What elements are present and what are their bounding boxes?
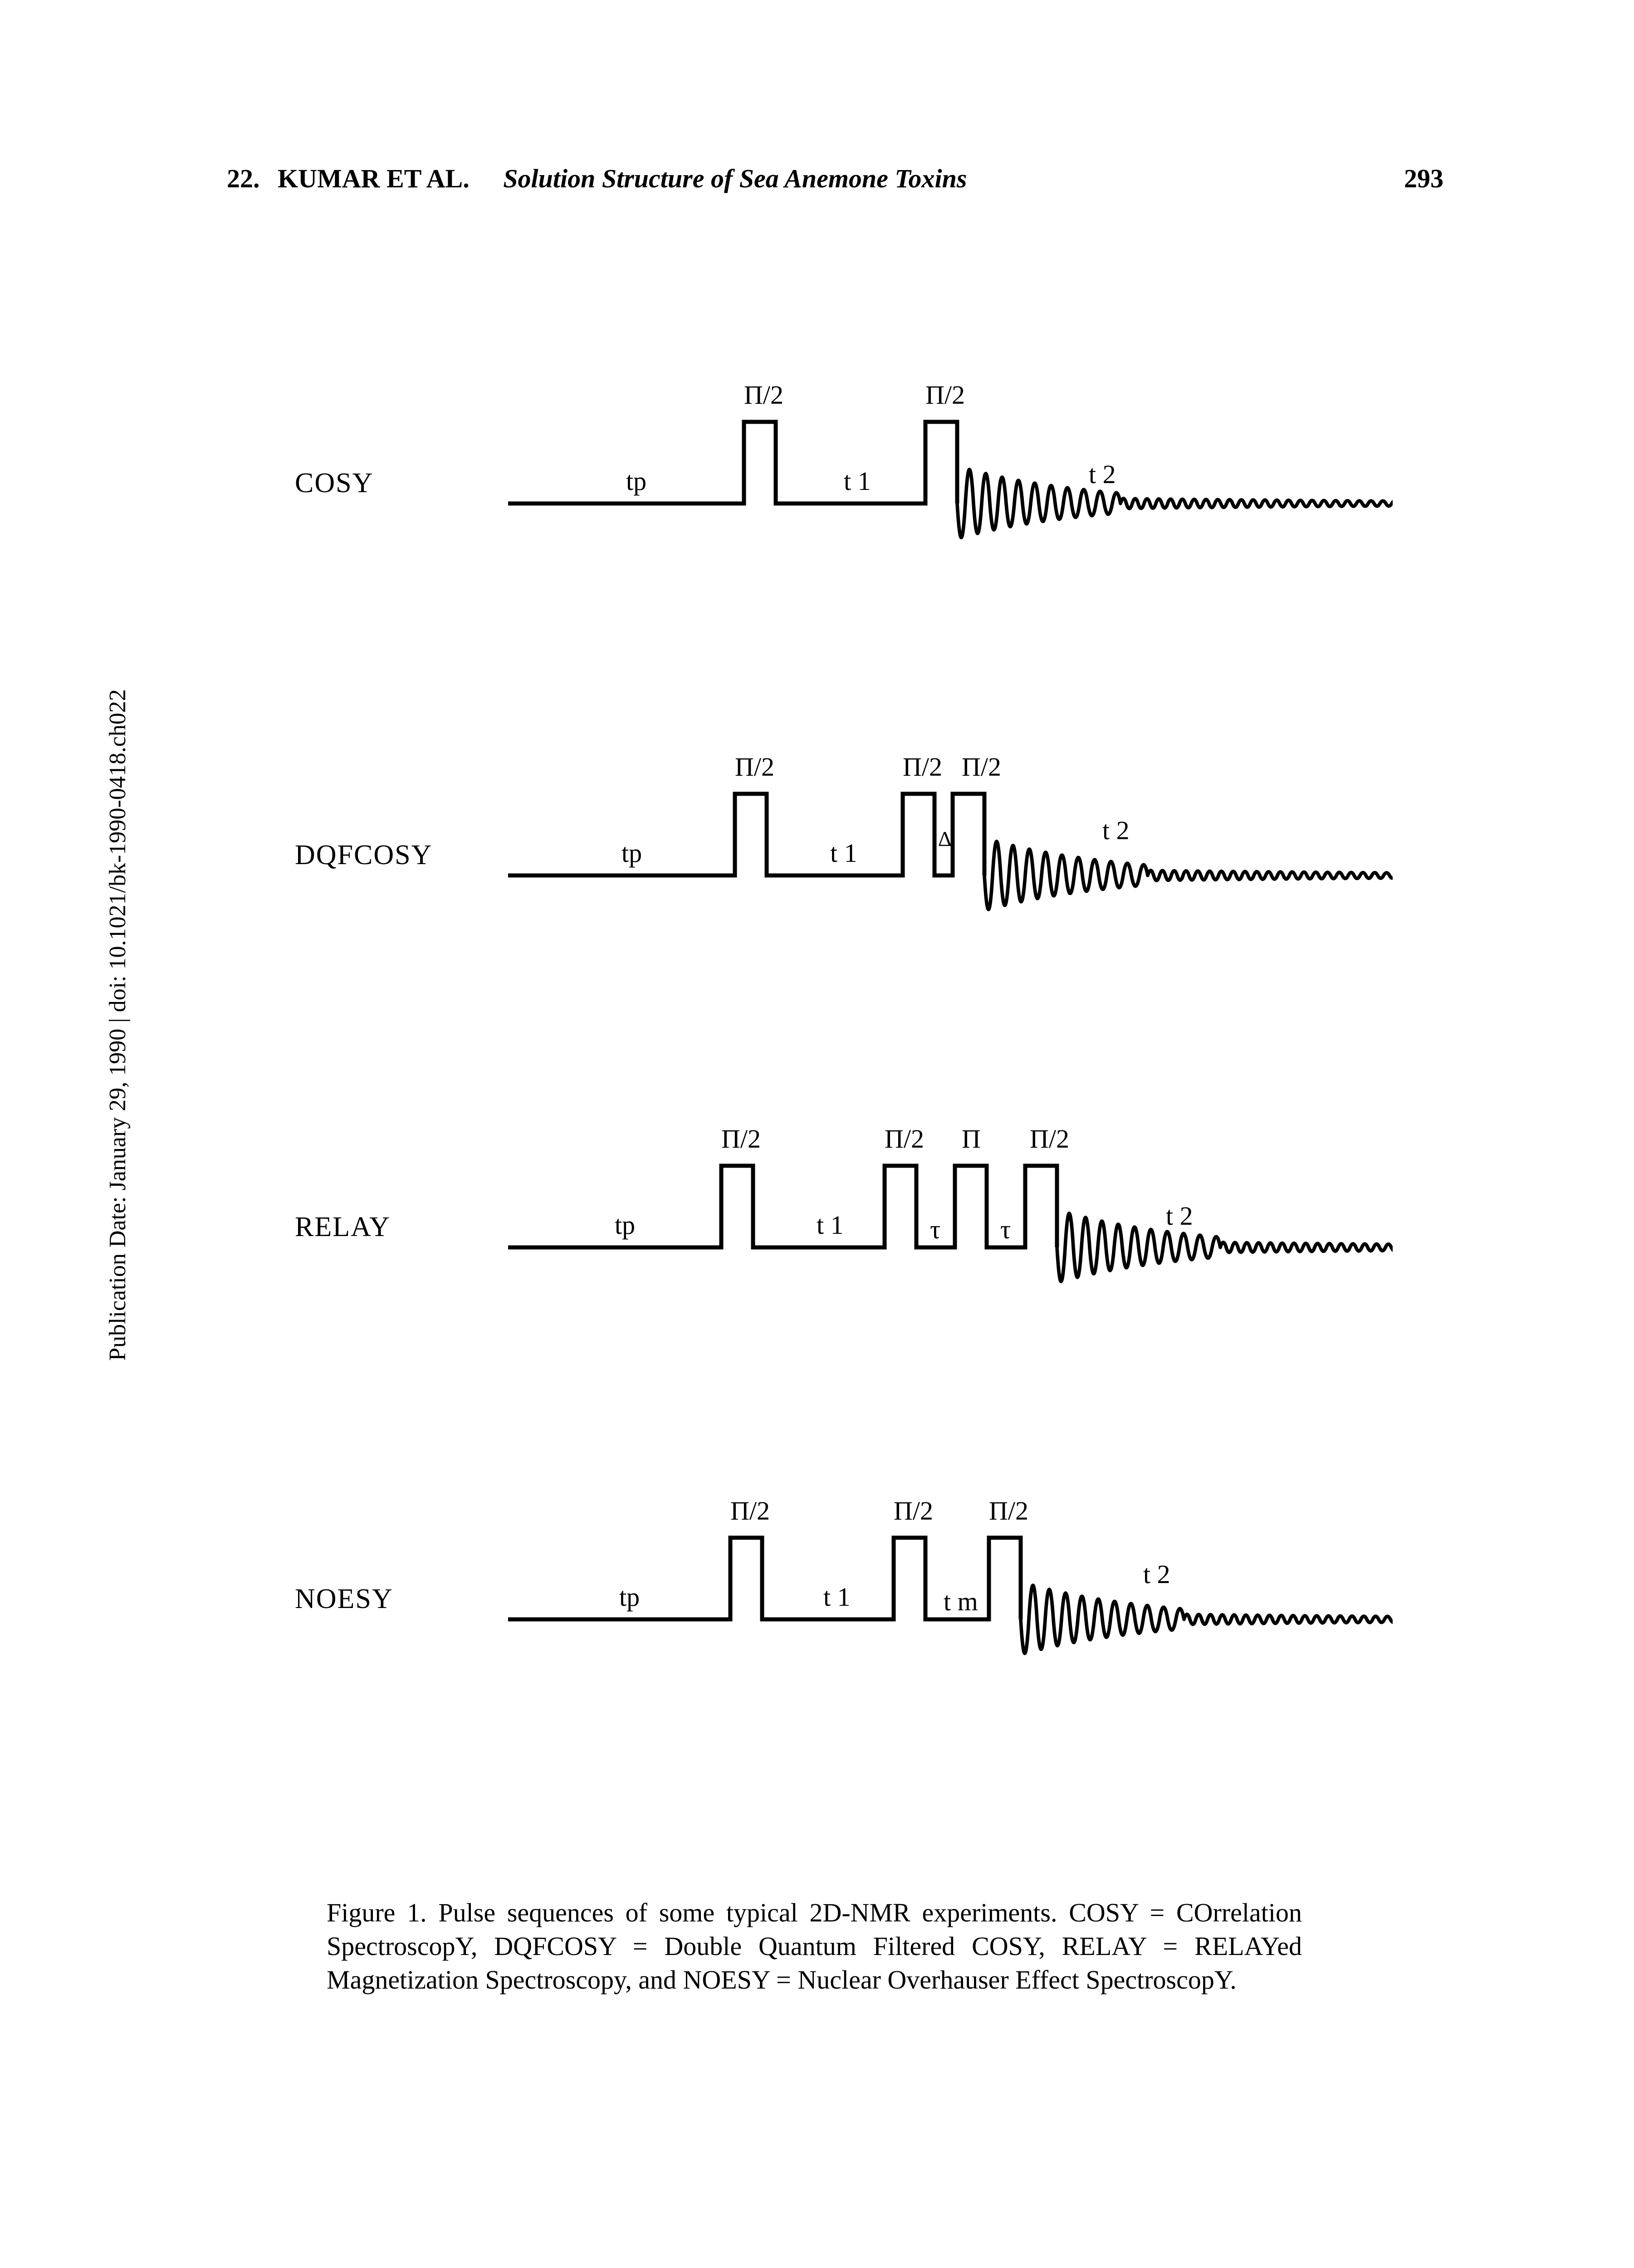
svg-text:tp: tp (626, 466, 646, 496)
page: 22. KUMAR ET AL. Solution Structure of S… (0, 0, 1634, 2268)
svg-text:tp: tp (615, 1210, 635, 1240)
pulse-sequence-diagrams: COSY tp Π/2 t 1 Π/2 t 2 DQFCOSY tp Π/2 t 1 Π/2 Δ Π/2… (295, 354, 1429, 1842)
sequence-label: NOESY (295, 1583, 393, 1615)
sequence-svg: tp Π/2 t 1 Π/2 τ Πτ Π/2 t 2 (508, 1098, 1393, 1352)
header-title: Solution Structure of Sea Anemone Toxins (503, 164, 967, 193)
svg-text:t 1: t 1 (817, 1210, 844, 1240)
sequence-dqfcosy: DQFCOSY tp Π/2 t 1 Π/2 Δ Π/2 t 2 (295, 726, 1429, 1080)
sequence-svg: tp Π/2 t 1 Π/2 Δ Π/2 t 2 (508, 726, 1393, 980)
sequence-label: RELAY (295, 1211, 391, 1243)
svg-text:Π/2: Π/2 (894, 1496, 933, 1525)
svg-text:Π/2: Π/2 (903, 752, 942, 782)
svg-text:Π/2: Π/2 (989, 1496, 1028, 1525)
svg-text:tp: tp (619, 1582, 640, 1612)
svg-text:Δ: Δ (938, 828, 952, 851)
page-number: 293 (1404, 163, 1443, 194)
svg-text:t 2: t 2 (1143, 1559, 1170, 1589)
sequence-label: DQFCOSY (295, 839, 432, 871)
svg-text:Π/2: Π/2 (1030, 1124, 1069, 1154)
chapter-number: 22. (227, 164, 260, 193)
sequence-cosy: COSY tp Π/2 t 1 Π/2 t 2 (295, 354, 1429, 708)
svg-text:τ: τ (930, 1215, 940, 1244)
figure-caption: Figure 1. Pulse sequences of some typica… (327, 1896, 1302, 1997)
sequence-svg: tp Π/2 t 1 Π/2 t m Π/2 t 2 (508, 1470, 1393, 1724)
svg-text:t 1: t 1 (844, 466, 871, 496)
svg-text:τ: τ (1000, 1215, 1011, 1244)
side-citation: Publication Date: January 29, 1990 | doi… (104, 689, 131, 1361)
running-header: 22. KUMAR ET AL. Solution Structure of S… (227, 163, 1443, 194)
svg-text:t 2: t 2 (1089, 459, 1116, 489)
sequence-svg: tp Π/2 t 1 Π/2 t 2 (508, 354, 1393, 608)
svg-text:tp: tp (621, 838, 642, 868)
svg-text:t m: t m (944, 1587, 978, 1616)
svg-text:t 1: t 1 (830, 838, 857, 868)
sequence-relay: RELAY tp Π/2 t 1 Π/2 τ Πτ Π/2 t 2 (295, 1098, 1429, 1452)
svg-text:Π/2: Π/2 (735, 752, 774, 782)
svg-text:Π/2: Π/2 (962, 752, 1001, 782)
svg-text:t 1: t 1 (823, 1582, 851, 1612)
svg-text:Π/2: Π/2 (721, 1124, 761, 1154)
svg-text:Π/2: Π/2 (744, 380, 783, 410)
sequence-noesy: NOESY tp Π/2 t 1 Π/2 t m Π/2 t 2 (295, 1470, 1429, 1823)
header-authors: KUMAR ET AL. (278, 164, 470, 193)
sequence-label: COSY (295, 467, 373, 499)
svg-text:t 2: t 2 (1166, 1201, 1193, 1231)
svg-text:t 2: t 2 (1102, 816, 1130, 845)
svg-text:Π: Π (962, 1124, 981, 1154)
svg-text:Π/2: Π/2 (730, 1496, 770, 1525)
svg-text:Π/2: Π/2 (925, 380, 965, 410)
svg-text:Π/2: Π/2 (885, 1124, 924, 1154)
